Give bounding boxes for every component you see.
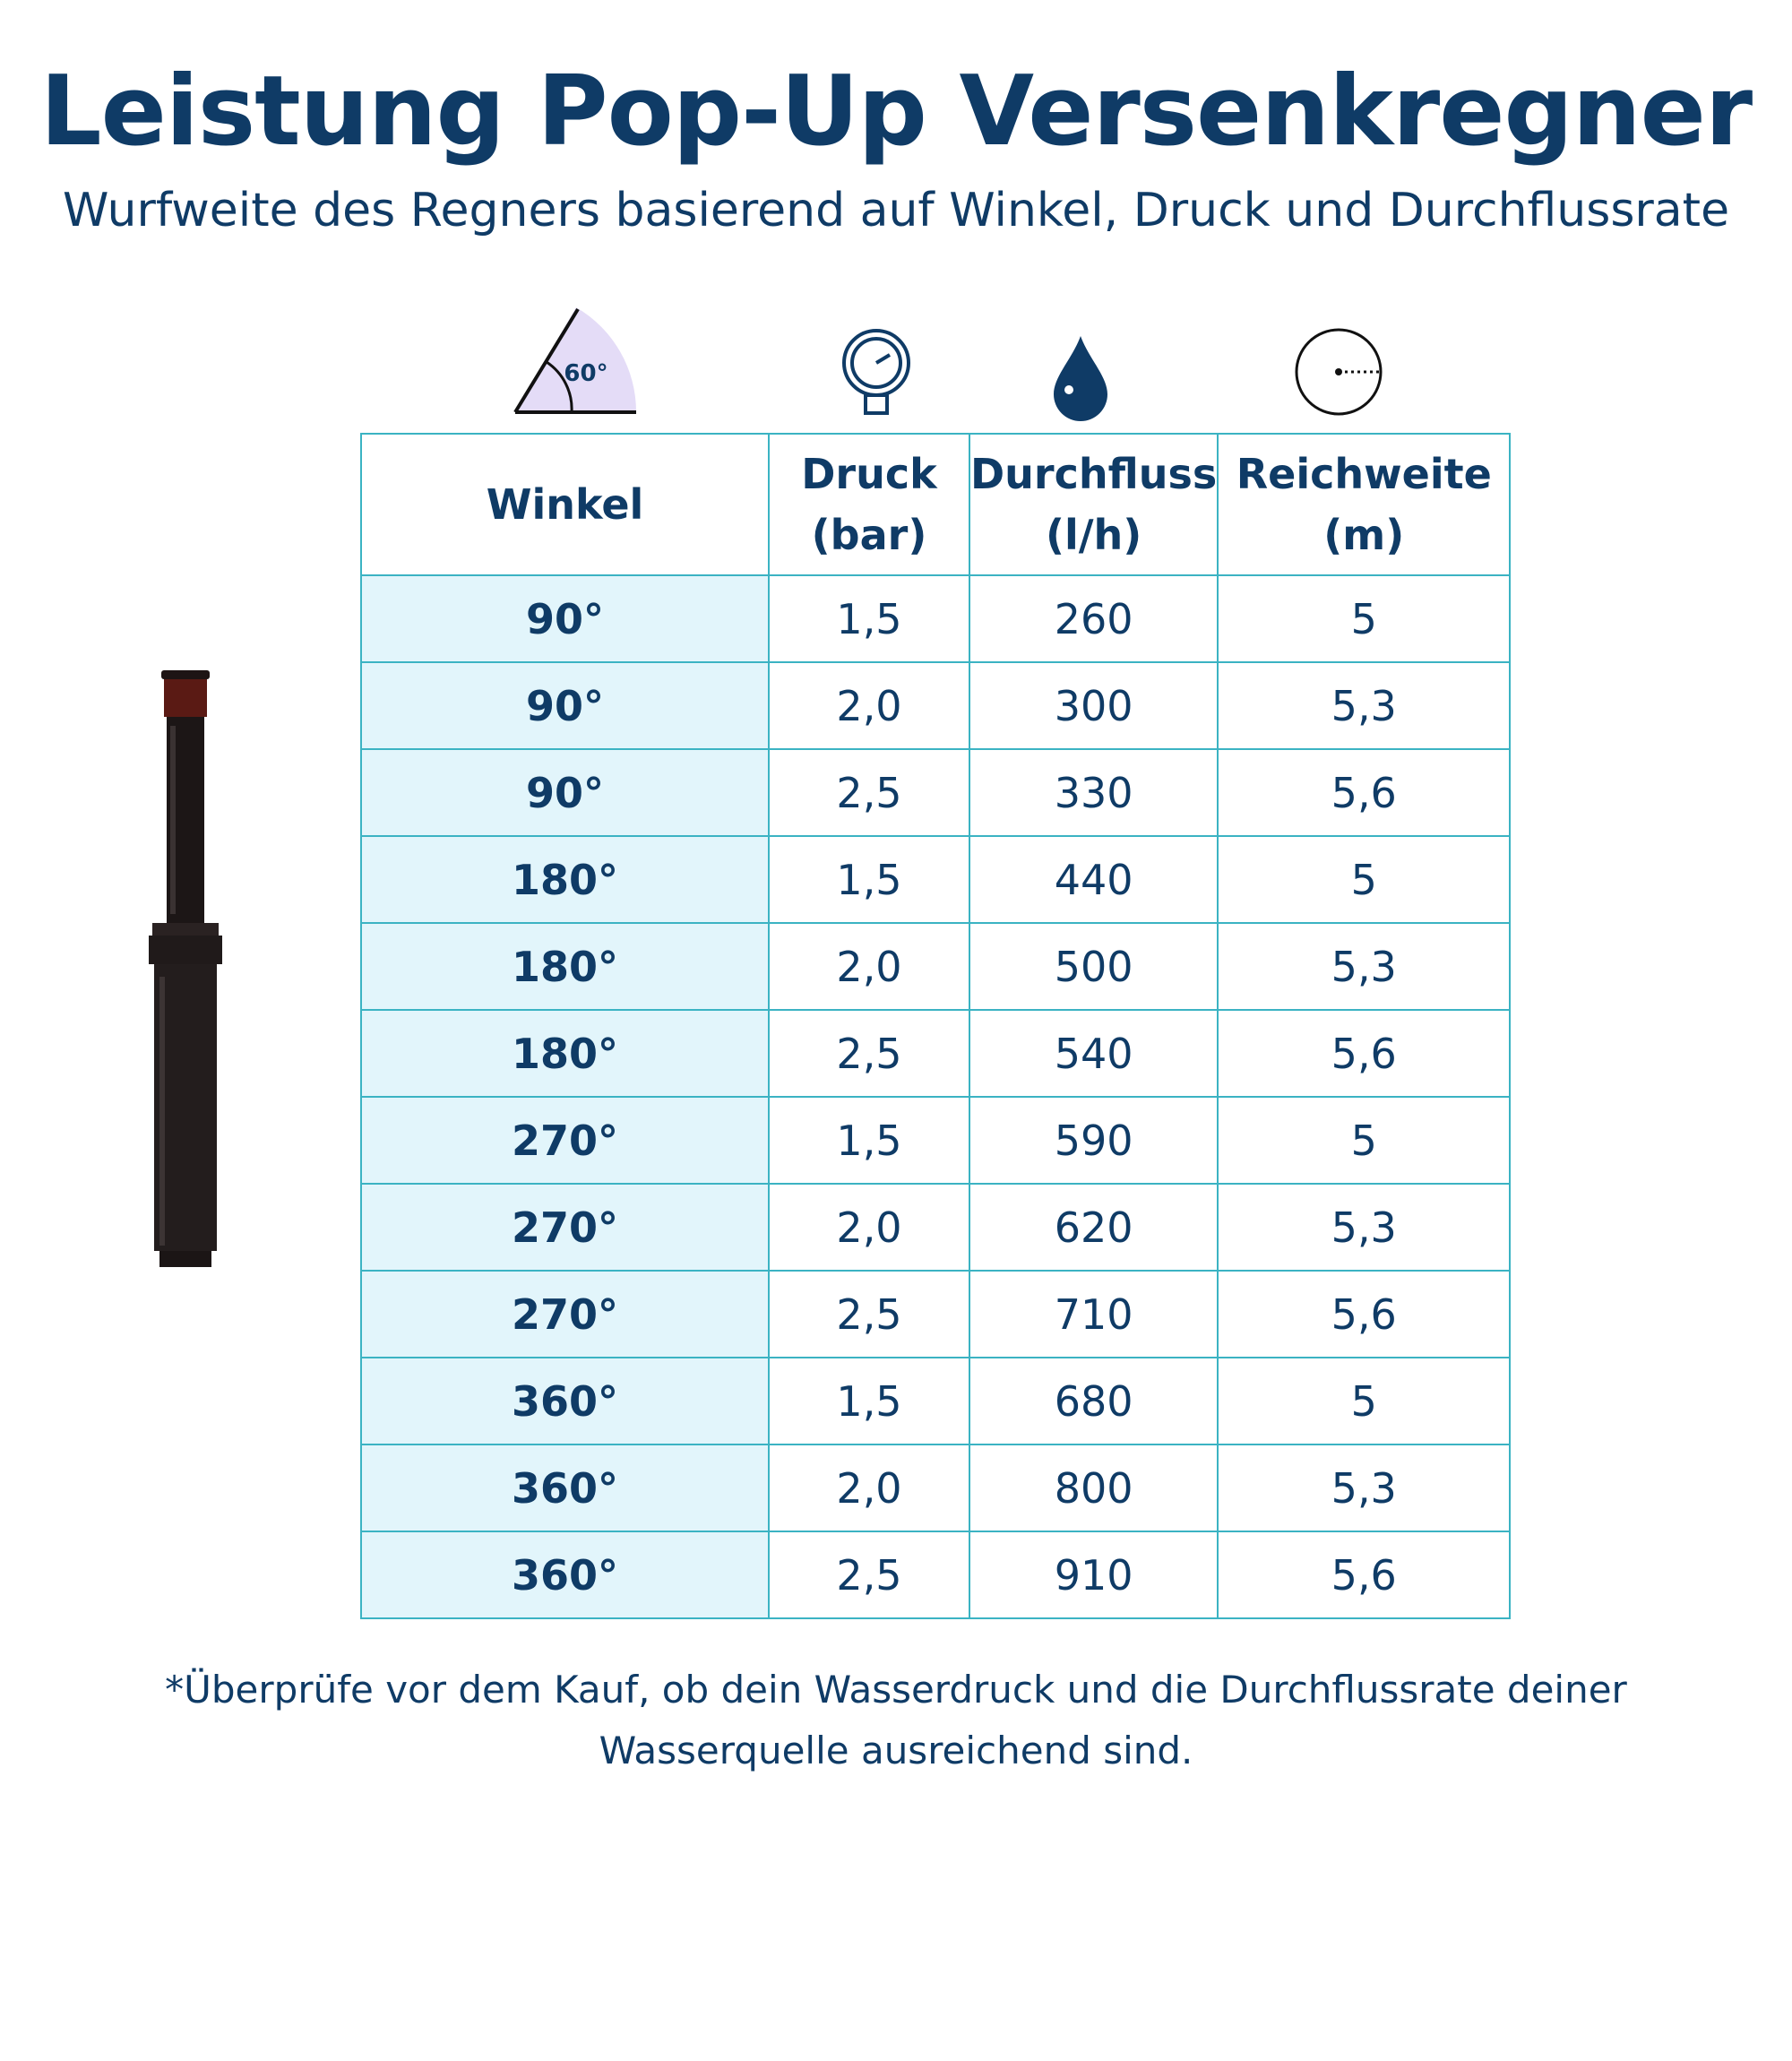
table-cell: 2,5 <box>768 1009 970 1098</box>
table-row: 90° 2,0 300 5,3 <box>360 661 1512 750</box>
table-row: 360° 2,0 800 5,3 <box>360 1444 1512 1532</box>
subtitle: Wurfweite des Regners basierend auf Wink… <box>62 184 1730 237</box>
table-cell: 5,6 <box>1217 1009 1512 1098</box>
table-cell: 5,6 <box>1217 748 1512 837</box>
column-header: Winkel <box>360 433 770 576</box>
table-cell: 360° <box>360 1444 770 1532</box>
table-row: 180° 2,5 540 5,6 <box>360 1009 1512 1098</box>
table-cell: 180° <box>360 1009 770 1098</box>
table-row: 270° 2,0 620 5,3 <box>360 1183 1512 1272</box>
table-cell: 90° <box>360 661 770 750</box>
radius-icon <box>1295 328 1383 416</box>
angle-icon: 60° <box>513 307 637 414</box>
table-cell: 2,0 <box>768 1183 970 1272</box>
table-cell: 1,5 <box>768 1357 970 1445</box>
table-cell: 2,0 <box>768 1444 970 1532</box>
footnote: *Überprüfe vor dem Kauf, ob dein Wasserd… <box>165 1668 1627 1772</box>
table-cell: 90° <box>360 574 770 663</box>
table-cell: 590 <box>968 1096 1219 1185</box>
drop-icon <box>1054 336 1107 421</box>
table-row: 180° 1,5 440 5 <box>360 835 1512 924</box>
table-cell: 800 <box>968 1444 1219 1532</box>
spec-table: Winkel Druck (bar) Durchfluss (l/h) Reichwe… <box>360 433 1512 1619</box>
table-row: 360° 2,5 910 5,6 <box>360 1531 1512 1619</box>
table-cell: 260 <box>968 574 1219 663</box>
column-header: Reichweite (m) <box>1217 433 1512 576</box>
table-cell: 2,5 <box>768 1270 970 1358</box>
angle-label: 60° <box>564 360 607 387</box>
table-cell: 5 <box>1217 574 1512 663</box>
table-cell: 620 <box>968 1183 1219 1272</box>
table-cell: 270° <box>360 1270 770 1358</box>
table-cell: 710 <box>968 1270 1219 1358</box>
table-cell: 5 <box>1217 1357 1512 1445</box>
table-cell: 440 <box>968 835 1219 924</box>
column-header: Durchfluss (l/h) <box>968 433 1219 576</box>
table-body: 90° 1,5 260 5 90° 2,0 300 5,3 90° 2,5 330 5,6 180° 1,… <box>360 574 1512 1619</box>
table-cell: 5 <box>1217 835 1512 924</box>
table-cell: 2,0 <box>768 661 970 750</box>
table-cell: 5,3 <box>1217 1444 1512 1532</box>
table-cell: 5 <box>1217 1096 1512 1185</box>
title: Leistung Pop-Up Versenkregner <box>39 56 1753 168</box>
table-row: 270° 2,5 710 5,6 <box>360 1270 1512 1358</box>
table-cell: 1,5 <box>768 574 970 663</box>
gauge-icon <box>842 329 910 415</box>
table-cell: 540 <box>968 1009 1219 1098</box>
table-cell: 330 <box>968 748 1219 837</box>
table-cell: 180° <box>360 835 770 924</box>
table-row: 90° 1,5 260 5 <box>360 574 1512 663</box>
table-row: 360° 1,5 680 5 <box>360 1357 1512 1445</box>
table-cell: 360° <box>360 1357 770 1445</box>
table-cell: 5,3 <box>1217 1183 1512 1272</box>
table-cell: 910 <box>968 1531 1219 1619</box>
table-cell: 180° <box>360 922 770 1011</box>
page: {"header": {"title": "Leistung Pop-Up Ve… <box>39 56 1753 1772</box>
table-cell: 90° <box>360 748 770 837</box>
sprinkler-image <box>149 670 222 1267</box>
table-cell: 5,6 <box>1217 1270 1512 1358</box>
table-row: 90° 2,5 330 5,6 <box>360 748 1512 837</box>
table-cell: 5,3 <box>1217 661 1512 750</box>
table-cell: 1,5 <box>768 835 970 924</box>
header-row: Winkel Druck (bar) Durchfluss (l/h) Reichwe… <box>360 433 1512 576</box>
table-cell: 5,6 <box>1217 1531 1512 1619</box>
table-cell: 270° <box>360 1096 770 1185</box>
table-cell: 2,0 <box>768 922 970 1011</box>
table-cell: 5,3 <box>1217 922 1512 1011</box>
table-row: 180° 2,0 500 5,3 <box>360 922 1512 1011</box>
table-cell: 680 <box>968 1357 1219 1445</box>
table-cell: 500 <box>968 922 1219 1011</box>
table-cell: 2,5 <box>768 748 970 837</box>
table-cell: 270° <box>360 1183 770 1272</box>
table-cell: 360° <box>360 1531 770 1619</box>
column-header: Druck (bar) <box>768 433 970 576</box>
table-cell: 1,5 <box>768 1096 970 1185</box>
table-cell: 2,5 <box>768 1531 970 1619</box>
table-cell: 300 <box>968 661 1219 750</box>
column-icons: 60° <box>513 307 1383 421</box>
table-row: 270° 1,5 590 5 <box>360 1096 1512 1185</box>
